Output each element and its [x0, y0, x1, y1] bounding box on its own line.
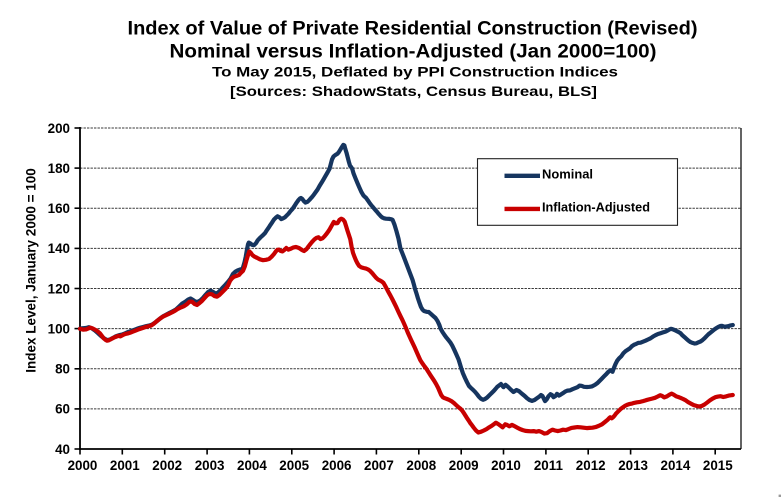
svg-text:160: 160: [48, 201, 70, 216]
svg-text:Index of Value of Private Resi: Index of Value of Private Residential Co…: [128, 19, 698, 40]
svg-text:2005: 2005: [279, 458, 309, 473]
svg-text:120: 120: [48, 281, 70, 296]
svg-text:2007: 2007: [364, 458, 394, 473]
svg-text:Index Level, January 2000 = 10: Index Level, January 2000 = 100: [24, 168, 39, 373]
svg-text:2003: 2003: [195, 458, 225, 473]
svg-text:Nominal versus Inflation-Adjus: Nominal versus Inflation-Adjusted (Jan 2…: [170, 41, 657, 62]
svg-text:2002: 2002: [152, 458, 182, 473]
svg-text:140: 140: [48, 241, 70, 256]
svg-text:2013: 2013: [618, 458, 648, 473]
svg-text:2014: 2014: [661, 458, 691, 473]
svg-text:Nominal: Nominal: [542, 166, 593, 181]
svg-text:2006: 2006: [322, 458, 352, 473]
svg-text:2009: 2009: [449, 458, 479, 473]
svg-text:80: 80: [55, 362, 70, 377]
svg-text:2012: 2012: [576, 458, 606, 473]
svg-text:2011: 2011: [534, 458, 564, 473]
svg-text:Inflation-Adjusted: Inflation-Adjusted: [542, 200, 650, 215]
svg-text:2015: 2015: [703, 458, 733, 473]
svg-text:60: 60: [55, 402, 70, 417]
svg-text:[Sources: ShadowStats, Census: [Sources: ShadowStats, Census Bureau, BL…: [230, 83, 597, 99]
svg-text:2010: 2010: [491, 458, 521, 473]
svg-text:2000: 2000: [68, 458, 98, 473]
svg-text:180: 180: [48, 161, 70, 176]
svg-text:2004: 2004: [237, 458, 267, 473]
svg-text:40: 40: [55, 442, 70, 457]
svg-text:200: 200: [48, 121, 70, 136]
svg-text:2008: 2008: [406, 458, 436, 473]
svg-text:2001: 2001: [110, 458, 140, 473]
svg-text:100: 100: [48, 321, 70, 336]
svg-text:To May 2015, Deflated by PPI C: To May 2015, Deflated by PPI Constructio…: [212, 64, 618, 80]
